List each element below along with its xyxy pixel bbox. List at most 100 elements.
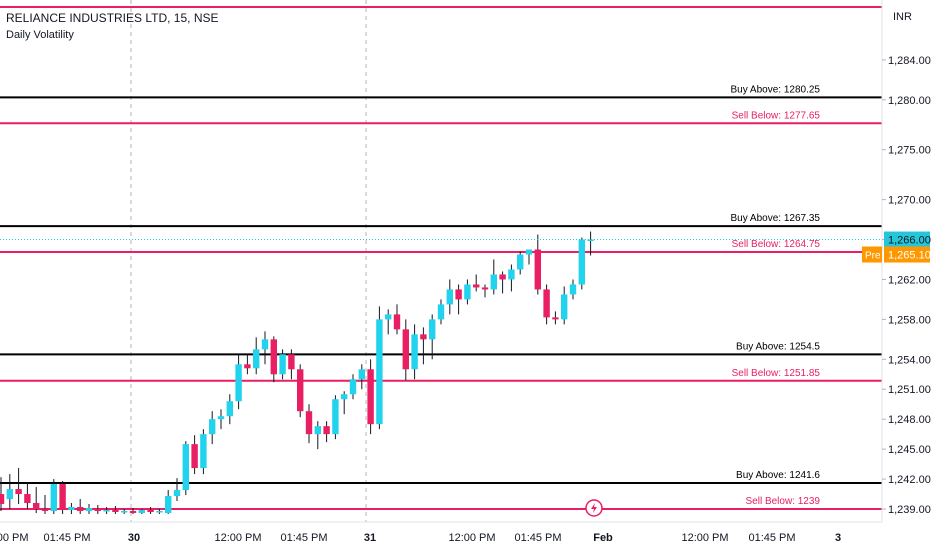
pre-price-badge bbox=[884, 246, 930, 263]
candle-up bbox=[569, 284, 577, 295]
candle-up bbox=[209, 419, 216, 435]
candle-down bbox=[288, 354, 295, 370]
candle-up bbox=[578, 239, 585, 285]
pre-price-text: 1,265.10 bbox=[888, 250, 931, 262]
lightning-icon[interactable] bbox=[585, 499, 603, 517]
y-tick-label: 1,275.00 bbox=[888, 145, 931, 157]
candle-up bbox=[200, 434, 207, 469]
event-marker bbox=[585, 499, 603, 517]
sell-level-label: Sell Below: 1251.85 bbox=[732, 368, 821, 379]
sell-level-label: Sell Below: 1264.75 bbox=[732, 239, 821, 250]
sell-level-label: Sell Below: 1239 bbox=[746, 496, 821, 507]
x-tick-label: 12:00 PM bbox=[448, 532, 495, 544]
candle-up bbox=[411, 334, 418, 370]
candle-up bbox=[376, 319, 383, 425]
last-price-badge bbox=[884, 231, 930, 248]
x-tick-label: Feb bbox=[593, 532, 613, 544]
x-tick-label: 12:00 PM bbox=[0, 532, 29, 544]
time-axis: 12:00 PM 01:45 PM 30 12:00 PM 01:45 PM 31 12:0… bbox=[0, 521, 882, 544]
candle-down bbox=[543, 289, 550, 318]
currency-label: INR bbox=[893, 11, 912, 23]
x-tick-label: 12:00 PM bbox=[214, 532, 261, 544]
candle-up bbox=[508, 269, 515, 280]
buy-level-label: Buy Above: 1241.6 bbox=[736, 470, 820, 481]
candle-down bbox=[15, 489, 22, 495]
candle-down bbox=[270, 339, 277, 375]
candle-up bbox=[561, 294, 568, 320]
candle-down bbox=[77, 507, 84, 512]
y-tick-label: 1,248.00 bbox=[888, 414, 931, 426]
buy-level-label: Buy Above: 1254.5 bbox=[736, 341, 820, 352]
candle-down bbox=[393, 314, 401, 330]
pre-label-badge bbox=[862, 246, 882, 263]
y-tick-label: 1,239.00 bbox=[888, 504, 931, 516]
candle-down bbox=[244, 364, 251, 369]
chart-title: RELIANCE INDUSTRIES LTD, 15, NSE bbox=[6, 11, 219, 25]
candle-down bbox=[455, 289, 462, 300]
candle-down bbox=[24, 494, 31, 504]
x-tick-label: 01:45 PM bbox=[514, 532, 561, 544]
candle-up bbox=[358, 369, 365, 380]
candle-up bbox=[253, 349, 260, 369]
candle-down bbox=[552, 317, 559, 320]
y-tick-label: 1,245.00 bbox=[888, 444, 931, 456]
candle-down bbox=[402, 329, 409, 370]
candle-up bbox=[68, 507, 75, 511]
price-axis: 1,239.00 1,242.00 1,245.00 1,248.00 1,251.00… bbox=[881, 0, 931, 522]
candle-up bbox=[165, 496, 172, 514]
candle-up bbox=[217, 416, 225, 420]
candle-up bbox=[279, 354, 286, 375]
indicator-label: Daily Volatility bbox=[6, 29, 74, 41]
buy-level-label: Buy Above: 1267.35 bbox=[730, 213, 820, 224]
candle-down bbox=[94, 509, 101, 512]
candle-up bbox=[349, 379, 357, 395]
sell-level-label: Sell Below: 1277.65 bbox=[732, 110, 821, 121]
candle-up bbox=[50, 484, 57, 512]
candle-up bbox=[437, 304, 445, 320]
y-tick-label: 1,242.00 bbox=[888, 474, 931, 486]
candle-up bbox=[490, 274, 497, 290]
candle-up bbox=[429, 319, 436, 340]
x-tick-label: 30 bbox=[128, 532, 140, 544]
y-tick-label: 1,254.00 bbox=[888, 354, 931, 366]
candle-up bbox=[103, 510, 110, 512]
candle-up bbox=[314, 426, 321, 435]
candle-up bbox=[517, 254, 524, 270]
candle-down bbox=[473, 284, 480, 288]
candle-down bbox=[305, 411, 313, 435]
candle-down bbox=[367, 369, 374, 425]
candle-up bbox=[226, 401, 233, 417]
x-tick-label: 01:45 PM bbox=[43, 532, 90, 544]
buy-level-label: Buy Above: 1280.25 bbox=[730, 84, 820, 95]
candle-up bbox=[6, 489, 13, 500]
candle-up bbox=[261, 339, 269, 350]
lightning-icon-bolt bbox=[591, 503, 597, 513]
candle-down bbox=[112, 510, 119, 513]
pre-label-text: Pre bbox=[865, 251, 881, 262]
candle-up bbox=[446, 289, 453, 305]
candle-down bbox=[59, 484, 66, 511]
price-badges: 1,266.00 Pre 1,265.10 bbox=[862, 231, 931, 263]
candle-up bbox=[235, 364, 242, 402]
y-tick-label: 1,280.00 bbox=[888, 95, 931, 107]
candle-down bbox=[534, 249, 541, 290]
candle-up bbox=[341, 394, 348, 400]
y-tick-label: 1,251.00 bbox=[888, 384, 931, 396]
candle-down bbox=[147, 510, 154, 513]
candle-up bbox=[182, 444, 189, 491]
candle-down bbox=[297, 369, 304, 412]
candle-up bbox=[85, 508, 93, 512]
level-lines: Buy Above: 1280.25 Sell Below: 1277.65 Buy… bbox=[0, 5, 882, 511]
candle-down bbox=[191, 444, 198, 469]
candle-down bbox=[129, 511, 137, 514]
x-tick-label: 3 bbox=[835, 532, 841, 544]
candle-down bbox=[33, 503, 40, 510]
candle-down bbox=[420, 334, 427, 340]
x-tick-label: 31 bbox=[364, 532, 376, 544]
day-separators bbox=[130, 0, 367, 522]
candle-down bbox=[0, 494, 5, 505]
candle-up bbox=[138, 510, 145, 514]
candle-down bbox=[323, 426, 330, 435]
candle-up bbox=[385, 314, 392, 320]
